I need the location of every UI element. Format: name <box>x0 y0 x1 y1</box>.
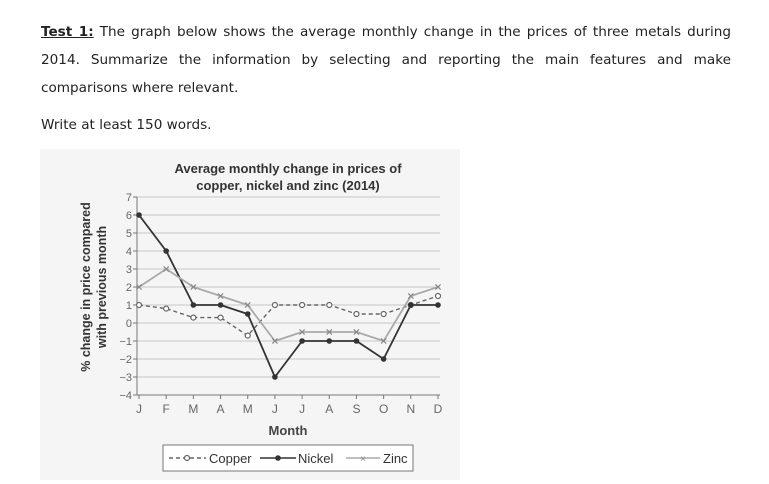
y-axis-label-line2: with previous month <box>95 226 109 349</box>
nickel-line <box>138 214 438 378</box>
copper-point <box>217 314 224 321</box>
y-tick-label: 4 <box>126 246 132 258</box>
x-tick-label: J <box>299 402 305 416</box>
y-axis-label-line1: % change in price compared <box>79 202 93 372</box>
nickel-point <box>408 302 414 308</box>
task-description: The graph below shows the average monthl… <box>41 24 731 96</box>
chart-figure: Average monthly change in prices of copp… <box>40 149 460 480</box>
zinc-point <box>326 328 333 336</box>
zinc-line <box>138 268 439 342</box>
copper-point <box>163 305 170 312</box>
legend-copper-marker <box>183 454 191 462</box>
nickel-point <box>380 356 387 362</box>
y-tick-label: 3 <box>126 264 132 276</box>
x-tick-label: O <box>379 402 388 416</box>
y-tick-label: 6 <box>126 210 132 222</box>
legend-copper-label: Copper <box>209 451 252 466</box>
zinc-point <box>299 328 306 336</box>
nickel-point <box>190 302 197 308</box>
copper-point <box>271 301 279 309</box>
line-chart: Average monthly change in prices of copp… <box>79 161 443 472</box>
y-tick-label: 1 <box>126 300 132 312</box>
x-tick-label: N <box>406 402 415 416</box>
zinc-point <box>135 283 143 291</box>
x-axis-label: Month <box>269 423 308 438</box>
chart-title-line1: Average monthly change in prices of <box>174 161 402 176</box>
copper-point <box>434 292 442 300</box>
copper-point <box>190 314 197 321</box>
y-tick-label: −2 <box>119 354 132 366</box>
zinc-point <box>353 328 360 336</box>
copper-line <box>138 295 439 337</box>
zinc-point <box>271 337 278 345</box>
copper-point <box>244 332 251 339</box>
zinc-point <box>380 337 387 345</box>
x-tick-label: A <box>217 402 225 416</box>
x-tick-label: M <box>188 402 198 416</box>
task-prompt: Test 1: The graph below shows the averag… <box>41 18 731 102</box>
legend-nickel-marker <box>275 455 281 461</box>
x-tick-label: M <box>243 402 253 416</box>
zinc-point <box>163 265 170 273</box>
legend-zinc-label: Zinc <box>383 451 408 466</box>
chart-title-line2: copper, nickel and zinc (2014) <box>196 178 380 193</box>
legend-nickel-label: Nickel <box>298 451 334 466</box>
y-tick-label: 2 <box>126 282 132 294</box>
x-tick-label: D <box>434 402 443 416</box>
zinc-point <box>407 292 414 300</box>
zinc-point <box>190 283 197 291</box>
copper-point <box>135 301 143 309</box>
x-tick-label: J <box>272 402 278 416</box>
nickel-point <box>163 248 169 254</box>
nickel-point <box>272 374 278 380</box>
copper-point <box>326 301 333 309</box>
x-tick-label: J <box>136 402 142 416</box>
nickel-point <box>435 302 441 308</box>
copper-point <box>353 310 360 318</box>
legend-zinc-marker: × <box>360 454 366 465</box>
zinc-point <box>244 301 251 309</box>
nickel-point <box>244 311 251 317</box>
nickel-point <box>299 338 305 344</box>
nickel-point <box>136 212 142 218</box>
word-count-instruction: Write at least 150 words. <box>41 117 212 133</box>
zinc-point <box>434 283 442 291</box>
nickel-point <box>217 302 224 308</box>
zinc-point <box>217 292 224 300</box>
test-label: Test 1: <box>41 24 94 40</box>
x-tick-label: S <box>352 402 360 416</box>
copper-point <box>298 301 306 309</box>
x-tick-label: F <box>163 402 170 416</box>
chart-legend: Copper Nickel × Zinc <box>162 444 414 472</box>
y-tick-label: 7 <box>126 192 132 204</box>
nickel-point <box>353 338 360 344</box>
y-tick-label: 5 <box>126 228 132 240</box>
y-tick-label: −3 <box>119 372 132 384</box>
copper-point <box>380 310 387 318</box>
nickel-point <box>326 338 333 344</box>
y-tick-label: −4 <box>119 390 132 402</box>
y-tick-label: 0 <box>126 318 132 330</box>
y-tick-label: −1 <box>119 336 132 348</box>
x-tick-label: A <box>325 402 333 416</box>
